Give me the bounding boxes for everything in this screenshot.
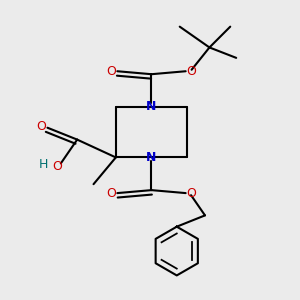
Text: O: O <box>36 120 46 133</box>
Text: O: O <box>187 65 196 78</box>
Text: O: O <box>106 65 116 78</box>
Text: H: H <box>38 158 48 171</box>
Text: O: O <box>106 187 116 200</box>
Text: N: N <box>146 151 157 164</box>
Text: O: O <box>187 187 196 200</box>
Text: N: N <box>146 100 157 113</box>
Text: O: O <box>52 160 62 173</box>
